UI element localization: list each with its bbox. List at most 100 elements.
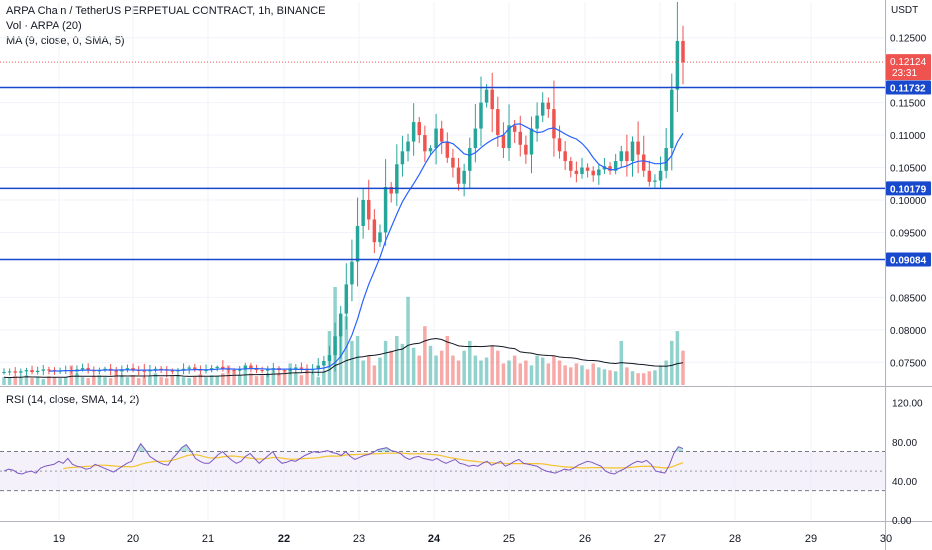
symbol-title: ARPA Chain / TetherUS PERPETUAL CONTRACT…	[6, 5, 326, 17]
volume-bar	[434, 355, 438, 385]
volume-bar	[423, 326, 427, 385]
volume-bar	[557, 360, 562, 385]
volume-bar	[243, 367, 248, 385]
volume-bar	[170, 375, 175, 385]
volume-bar	[411, 347, 416, 385]
candle-body	[153, 368, 158, 371]
volume-bar	[524, 360, 528, 385]
rsi-line	[3, 442, 684, 475]
rsi-tick-label: 0.00	[892, 516, 912, 527]
volume-bar	[636, 373, 640, 385]
last-price-countdown: 23:31	[892, 68, 917, 79]
volume-bar	[294, 373, 298, 385]
volume-bar	[400, 343, 405, 385]
volume-bar	[540, 357, 545, 385]
candle-body	[30, 370, 34, 373]
volume-bar	[355, 336, 360, 385]
ma-line	[48, 123, 684, 372]
candle-body	[557, 138, 562, 152]
volume-bar	[456, 360, 461, 385]
rsi-legend[interactable]: RSI (14, close, SMA, 14, 2)	[6, 394, 140, 406]
volume-bar	[148, 376, 152, 385]
candle-body	[439, 128, 444, 142]
candle-body	[170, 370, 175, 372]
candle-body	[411, 122, 416, 142]
volume-bar	[159, 377, 163, 385]
candle-body	[484, 89, 489, 103]
level-price-label: 0.09084	[890, 255, 927, 266]
volume-bar	[97, 375, 102, 385]
volume-bar	[383, 340, 388, 385]
volume-bar	[221, 373, 225, 385]
volume-bar	[468, 340, 472, 385]
volume-bar	[389, 350, 393, 385]
volume-bar	[204, 377, 208, 385]
volume-bar	[254, 376, 259, 385]
candle-body	[462, 170, 466, 184]
candle-body	[395, 164, 399, 194]
candle-body	[378, 232, 382, 243]
volume-bar	[501, 363, 506, 385]
volume-bar	[378, 357, 382, 385]
price-tick-label: 0.07500	[890, 358, 927, 369]
candle-body	[221, 366, 225, 369]
candle-body	[585, 167, 590, 171]
volume-bar	[395, 336, 399, 385]
volume-bar	[658, 365, 663, 385]
volume-bar	[630, 371, 635, 385]
candle-body	[423, 135, 427, 152]
candle-body	[546, 102, 551, 110]
level-price-label: 0.11732	[890, 84, 926, 95]
time-tick-label: 24	[428, 533, 441, 545]
time-tick-label: 22	[278, 533, 290, 545]
volume-bar	[237, 375, 242, 385]
volume-bar	[198, 374, 203, 385]
volume-bar	[602, 369, 607, 385]
candle-body	[187, 367, 191, 369]
volume-bar	[462, 350, 466, 385]
rsi-overbought-fill	[190, 450, 196, 452]
volume-bar	[518, 363, 523, 385]
volume-bar	[13, 376, 17, 385]
candle-body	[215, 366, 219, 369]
volume-bar	[47, 376, 51, 385]
volume-bar	[277, 373, 281, 385]
candle-body	[41, 369, 46, 371]
candle-body	[193, 367, 197, 370]
candle-body	[524, 144, 528, 155]
candle-body	[417, 122, 421, 136]
volume-bar	[181, 377, 186, 385]
candle-body	[327, 355, 332, 361]
candle-body	[299, 367, 304, 369]
rsi-overbought-fill	[678, 446, 683, 452]
volume-bar	[266, 373, 270, 385]
volume-bar	[125, 377, 130, 385]
volume-bar	[372, 365, 377, 385]
price-tick-label: 0.08000	[890, 326, 927, 337]
candle-body	[7, 371, 12, 373]
volume-legend[interactable]: Vol · ARPA (20)	[6, 20, 82, 32]
candle-body	[24, 370, 29, 372]
time-tick-label: 19	[53, 533, 65, 545]
volume-bar	[114, 370, 118, 385]
candle-body	[159, 368, 163, 370]
volume-bar	[512, 355, 517, 385]
volume-bar	[552, 355, 556, 385]
volume-bar	[428, 345, 433, 385]
candle-body	[35, 370, 40, 373]
volume-bar	[546, 363, 551, 385]
volume-bar	[41, 379, 46, 385]
level-price-label-bg	[886, 80, 931, 95]
volume-bar	[597, 367, 601, 385]
volume-bar	[675, 331, 680, 385]
candle-body	[641, 154, 646, 171]
candle-body	[344, 284, 349, 314]
candle-body	[19, 371, 23, 373]
candle-body	[2, 372, 6, 374]
volume-bar	[305, 369, 309, 385]
volume-bar	[35, 377, 40, 385]
volume-bar	[7, 378, 12, 385]
volume-bar	[69, 365, 74, 385]
volume-bar	[350, 340, 354, 385]
